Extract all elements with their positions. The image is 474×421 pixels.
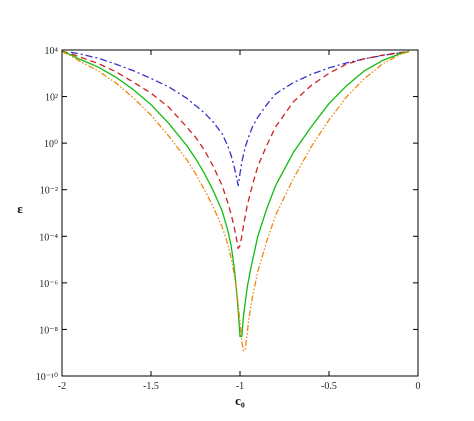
y-tick-label: 10⁻⁸ (39, 325, 58, 336)
x-tick-label: -1 (236, 381, 244, 392)
y-tick-label: 10⁰ (44, 139, 58, 150)
x-tick-label: -0.5 (321, 381, 337, 392)
y-tick-label: 10⁴ (45, 46, 59, 57)
x-tick-label: -2 (58, 381, 66, 392)
y-axis-title: ε (17, 201, 23, 216)
plot-area (61, 49, 419, 377)
y-tick-label: 10⁻⁴ (39, 232, 58, 243)
curves (61, 50, 410, 352)
x-axis-title: c₀ (235, 393, 245, 408)
y-tick-label: 10⁻¹⁰ (36, 372, 58, 383)
series-line-1 (70, 50, 410, 187)
x-tick-label: 0 (416, 381, 421, 392)
ticks: -2 -1.5 -1 -0.5 0 10⁴ 10² 10⁰ 10⁻² 10⁻⁴ 10⁻⁶ 10⁻⁸ 10… (36, 46, 421, 392)
y-tick-label: 10² (45, 93, 58, 104)
y-tick-label: 10⁻⁶ (39, 279, 58, 290)
series-line-2 (61, 50, 410, 250)
series-line-4 (61, 51, 410, 352)
x-tick-label: -1.5 (143, 381, 159, 392)
y-tick-label: 10⁻² (40, 186, 58, 197)
